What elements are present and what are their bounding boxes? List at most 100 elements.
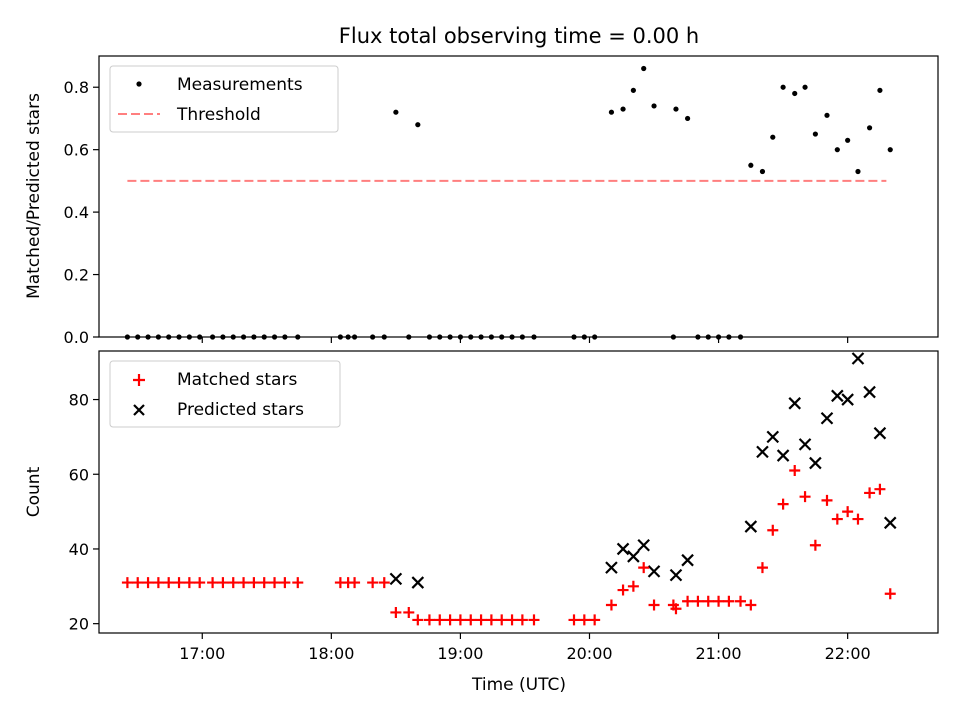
matched-star-point xyxy=(578,614,590,626)
y-tick-label: 0.0 xyxy=(64,328,89,347)
measurement-point xyxy=(166,334,172,340)
measurement-point xyxy=(124,334,130,340)
measurement-point xyxy=(608,109,615,115)
x-tick-label: 22:00 xyxy=(825,644,871,663)
y-tick-label: 0.4 xyxy=(64,203,89,222)
predicted-star-point xyxy=(756,445,769,459)
predicted-star-point xyxy=(616,542,630,556)
measurement-point xyxy=(855,168,861,175)
matched-star-point xyxy=(842,506,854,518)
matched-star-point xyxy=(852,513,864,525)
predicted-star-point xyxy=(744,520,758,533)
matched-star-point xyxy=(207,577,219,589)
measurement-point xyxy=(748,162,754,168)
predicted-star-point xyxy=(411,576,425,589)
matched-star-point xyxy=(349,577,361,589)
counts-y-axis-label: Count xyxy=(24,466,44,517)
matched-star-point xyxy=(485,614,497,626)
matched-star-point xyxy=(194,577,206,589)
measurement-point xyxy=(240,334,247,340)
measurement-point xyxy=(845,137,851,143)
measurement-point xyxy=(406,334,412,340)
matched-star-point xyxy=(799,491,811,503)
measurement-point xyxy=(478,334,484,340)
measurement-point xyxy=(271,334,278,340)
measurement-point xyxy=(337,334,343,340)
matched-star-point xyxy=(874,483,886,495)
measurement-point xyxy=(261,334,267,340)
measurement-point xyxy=(592,334,598,340)
matched-star-point xyxy=(434,614,446,626)
measurement-point xyxy=(186,334,192,340)
ratio-panel: 0.00.20.40.60.8 Matched/Predicted stars … xyxy=(24,55,939,347)
predicted-star-point xyxy=(863,385,876,399)
predicted-stars-points xyxy=(389,352,897,589)
measurement-point xyxy=(468,334,474,340)
matched-star-point xyxy=(496,614,508,626)
measurement-point xyxy=(887,147,893,153)
matched-star-point xyxy=(516,614,528,626)
y-tick-label: 0.2 xyxy=(64,266,89,285)
measurement-point xyxy=(824,112,830,118)
x-tick-label: 17:00 xyxy=(179,644,225,663)
measurement-point xyxy=(759,168,766,175)
matched-star-point xyxy=(248,577,260,589)
measurement-point xyxy=(812,131,818,137)
predicted-star-point xyxy=(637,538,650,552)
matched-star-point xyxy=(692,595,704,607)
measurement-point xyxy=(155,334,161,340)
measurement-point xyxy=(695,334,701,340)
matched-star-point xyxy=(884,588,896,600)
measurement-point xyxy=(145,334,151,340)
counts-legend: Matched stars Predicted stars xyxy=(109,360,341,428)
matched-star-point xyxy=(217,577,229,589)
ratio-plot-frame xyxy=(98,55,939,338)
measurement-point xyxy=(393,109,399,115)
matched-star-point xyxy=(723,595,735,607)
x-tick-label: 20:00 xyxy=(566,644,612,663)
matched-star-point xyxy=(465,614,477,626)
legend-measurements-label: Measurements xyxy=(177,75,303,95)
measurement-point xyxy=(176,334,182,340)
measurement-point xyxy=(792,90,798,97)
matched-star-point xyxy=(589,614,601,626)
matched-star-point xyxy=(809,539,821,551)
matched-star-point xyxy=(258,577,270,589)
matched-star-point xyxy=(777,498,789,510)
matched-star-point xyxy=(713,595,725,607)
matched-star-point xyxy=(132,577,144,589)
predicted-star-point xyxy=(883,516,897,530)
y-tick-label: 60 xyxy=(69,465,89,484)
matched-star-point xyxy=(605,599,617,611)
measurement-point xyxy=(684,115,691,122)
predicted-star-point xyxy=(851,352,865,365)
matched-star-point xyxy=(142,577,154,589)
measurement-point xyxy=(630,87,636,93)
matched-star-point xyxy=(269,577,281,589)
matched-star-point xyxy=(238,577,250,589)
ratio-legend-box xyxy=(109,65,339,133)
x-tick-label: 19:00 xyxy=(437,644,483,663)
measurement-point xyxy=(705,334,711,340)
predicted-star-point xyxy=(841,393,854,406)
matched-star-point xyxy=(638,562,650,574)
measurement-point xyxy=(715,334,722,340)
matched-star-point xyxy=(412,614,424,626)
matched-star-point xyxy=(403,606,415,618)
measurement-point xyxy=(370,334,376,340)
measurement-point xyxy=(780,84,786,90)
y-tick-label: 40 xyxy=(69,540,89,559)
measurement-point xyxy=(519,334,525,340)
measurement-points xyxy=(124,65,893,340)
matched-star-point xyxy=(864,487,876,499)
measurement-point xyxy=(437,334,443,340)
predicted-star-point xyxy=(766,430,780,444)
measurement-point xyxy=(866,125,873,131)
matched-star-point xyxy=(183,577,195,589)
y-tick-label: 0.8 xyxy=(64,78,89,97)
legend-measurements-marker xyxy=(136,81,142,87)
matched-star-point xyxy=(367,577,379,589)
matched-star-point xyxy=(767,524,779,536)
x-tick-label: 21:00 xyxy=(696,644,742,663)
